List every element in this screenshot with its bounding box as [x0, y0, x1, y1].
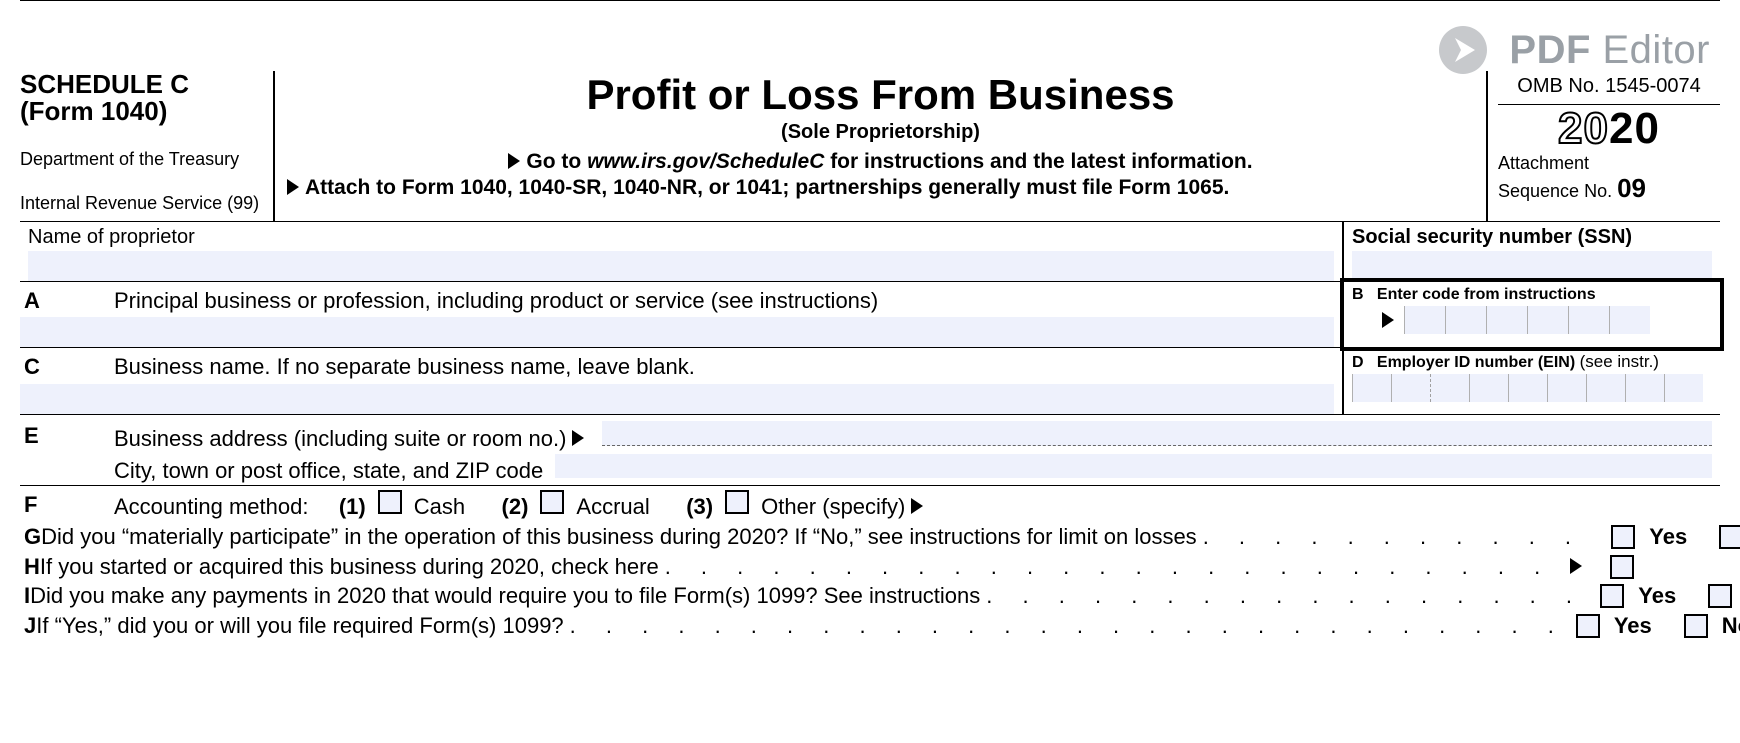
watermark-text: PDF Editor: [1509, 28, 1710, 73]
checkbox-accrual[interactable]: [540, 490, 564, 514]
dept-treasury: Department of the Treasury: [20, 148, 265, 171]
checkbox-j-yes[interactable]: [1576, 614, 1600, 638]
label-cash: Cash: [414, 492, 465, 522]
row-g: G Did you “materially participate” in th…: [20, 522, 1720, 552]
right-arrow-icon: [572, 430, 584, 446]
form-header: SCHEDULE C (Form 1040) Department of the…: [20, 71, 1720, 222]
letter-f: F: [20, 490, 114, 522]
letter-c: C: [20, 352, 114, 382]
checkbox-i-yes[interactable]: [1600, 584, 1624, 608]
name-of-proprietor-cell: Name of proprietor: [20, 222, 1344, 281]
form-number: (Form 1040): [20, 98, 265, 125]
letter-a: A: [20, 286, 114, 316]
line-i-text: Did you make any payments in 2020 that w…: [30, 581, 980, 611]
letter-e: E: [20, 421, 114, 454]
label-no: No: [1722, 611, 1740, 641]
checkbox-other[interactable]: [725, 490, 749, 514]
row-h: H If you started or acquired this busine…: [20, 552, 1720, 582]
letter-j: J: [20, 611, 36, 641]
ssn-cell: Social security number (SSN): [1344, 222, 1720, 281]
label-yes: Yes: [1638, 581, 1676, 611]
letter-d: D: [1352, 354, 1364, 371]
letter-i: I: [20, 581, 30, 611]
right-arrow-icon: [508, 153, 520, 169]
right-arrow-icon: [911, 498, 923, 514]
checkbox-h[interactable]: [1610, 555, 1634, 579]
schedule-title: SCHEDULE C: [20, 71, 265, 98]
letter-g: G: [20, 522, 41, 552]
row-j: J If “Yes,” did you or will you file req…: [20, 611, 1720, 641]
row-b: B Enter code from instructions: [1344, 282, 1720, 348]
address-input[interactable]: [602, 421, 1712, 446]
letter-b: B: [1352, 286, 1364, 303]
header-left: SCHEDULE C (Form 1040) Department of the…: [20, 71, 275, 221]
row-f: F Accounting method: (1) Cash (2) Accrua…: [20, 486, 1720, 522]
leader-dots: . . . . . . . . . . . . . . . . . . . . …: [570, 611, 1554, 641]
line-e2-text: City, town or post office, state, and ZI…: [114, 456, 543, 486]
line-h-text: If you started or acquired this business…: [40, 552, 659, 582]
form-title: Profit or Loss From Business: [287, 71, 1474, 119]
accounting-method-label: Accounting method:: [114, 492, 308, 522]
label-accrual: Accrual: [576, 492, 649, 522]
row-a: A Principal business or profession, incl…: [20, 282, 1344, 348]
ssn-input[interactable]: [1352, 251, 1712, 281]
row-i: I Did you make any payments in 2020 that…: [20, 581, 1720, 611]
ssn-label: Social security number (SSN): [1352, 226, 1712, 249]
name-input[interactable]: [28, 251, 1334, 281]
goto-instruction: Go to www.irs.gov/ScheduleC for instruct…: [287, 150, 1474, 174]
checkbox-g-no[interactable]: [1719, 525, 1740, 549]
leader-dots: . . . . . . . . . . . . . . . . . . . . …: [986, 581, 1578, 611]
letter-h: H: [20, 552, 40, 582]
city-state-zip-input[interactable]: [555, 454, 1712, 478]
row-a-b: A Principal business or profession, incl…: [20, 282, 1720, 349]
line-g-text: Did you “materially participate” in the …: [41, 522, 1197, 552]
line-d-note: (see instr.): [1580, 352, 1659, 371]
line-d-text: Employer ID number (EIN): [1377, 354, 1575, 371]
label-yes: Yes: [1614, 611, 1652, 641]
watermark-editor: Editor: [1591, 28, 1710, 72]
attach-instruction: Attach to Form 1040, 1040-SR, 1040-NR, o…: [287, 176, 1474, 200]
line-c-input[interactable]: [20, 384, 1334, 414]
line-c-text: Business name. If no separate business n…: [114, 352, 1334, 382]
header-center: Profit or Loss From Business (Sole Propr…: [275, 71, 1488, 221]
irs-url: www.irs.gov/ScheduleC: [587, 150, 824, 173]
label-yes: Yes: [1649, 522, 1687, 552]
checkbox-cash[interactable]: [378, 490, 402, 514]
line-j-text: If “Yes,” did you or will you file requi…: [36, 611, 563, 641]
checkbox-g-yes[interactable]: [1611, 525, 1635, 549]
form-subtitle: (Sole Proprietorship): [287, 121, 1474, 144]
tax-year: 2020: [1498, 105, 1720, 151]
business-code-input[interactable]: [1352, 306, 1712, 334]
row-e-line1: E Business address (including suite or r…: [20, 415, 1720, 454]
name-ssn-row: Name of proprietor Social security numbe…: [20, 222, 1720, 282]
line-a-input[interactable]: [20, 317, 1334, 347]
right-arrow-icon: [287, 179, 299, 195]
top-rule: [20, 0, 1720, 1]
leader-dots: . . . . . . . . . . . . . . . . . . . . …: [665, 552, 1564, 582]
row-e-line2: City, town or post office, state, and ZI…: [20, 454, 1720, 487]
checkbox-i-no[interactable]: [1708, 584, 1732, 608]
right-arrow-icon: [1382, 312, 1394, 328]
row-c: C Business name. If no separate business…: [20, 348, 1344, 414]
watermark-pdf: PDF: [1509, 28, 1591, 72]
right-arrow-icon: [1570, 558, 1582, 574]
header-right: OMB No. 1545-0074 2020 Attachment Sequen…: [1488, 71, 1720, 221]
attachment-sequence: Attachment Sequence No. 09: [1498, 151, 1720, 204]
row-d: D Employer ID number (EIN) (see instr.): [1344, 348, 1720, 414]
line-e1-text: Business address (including suite or roo…: [114, 424, 566, 454]
leader-dots: . . . . . . . . . . . . . . . . . . . . …: [1203, 522, 1590, 552]
label-other: Other (specify): [761, 492, 905, 522]
line-b-text: Enter code from instructions: [1377, 286, 1596, 303]
line-a-text: Principal business or profession, includ…: [114, 286, 1334, 316]
row-c-d: C Business name. If no separate business…: [20, 348, 1720, 415]
ein-input[interactable]: [1352, 374, 1712, 402]
pdf-editor-watermark: PDF Editor: [1431, 18, 1710, 82]
pdf-editor-logo-icon: [1431, 18, 1495, 82]
name-label: Name of proprietor: [28, 226, 1334, 249]
irs-line: Internal Revenue Service (99): [20, 192, 265, 215]
checkbox-j-no[interactable]: [1684, 614, 1708, 638]
